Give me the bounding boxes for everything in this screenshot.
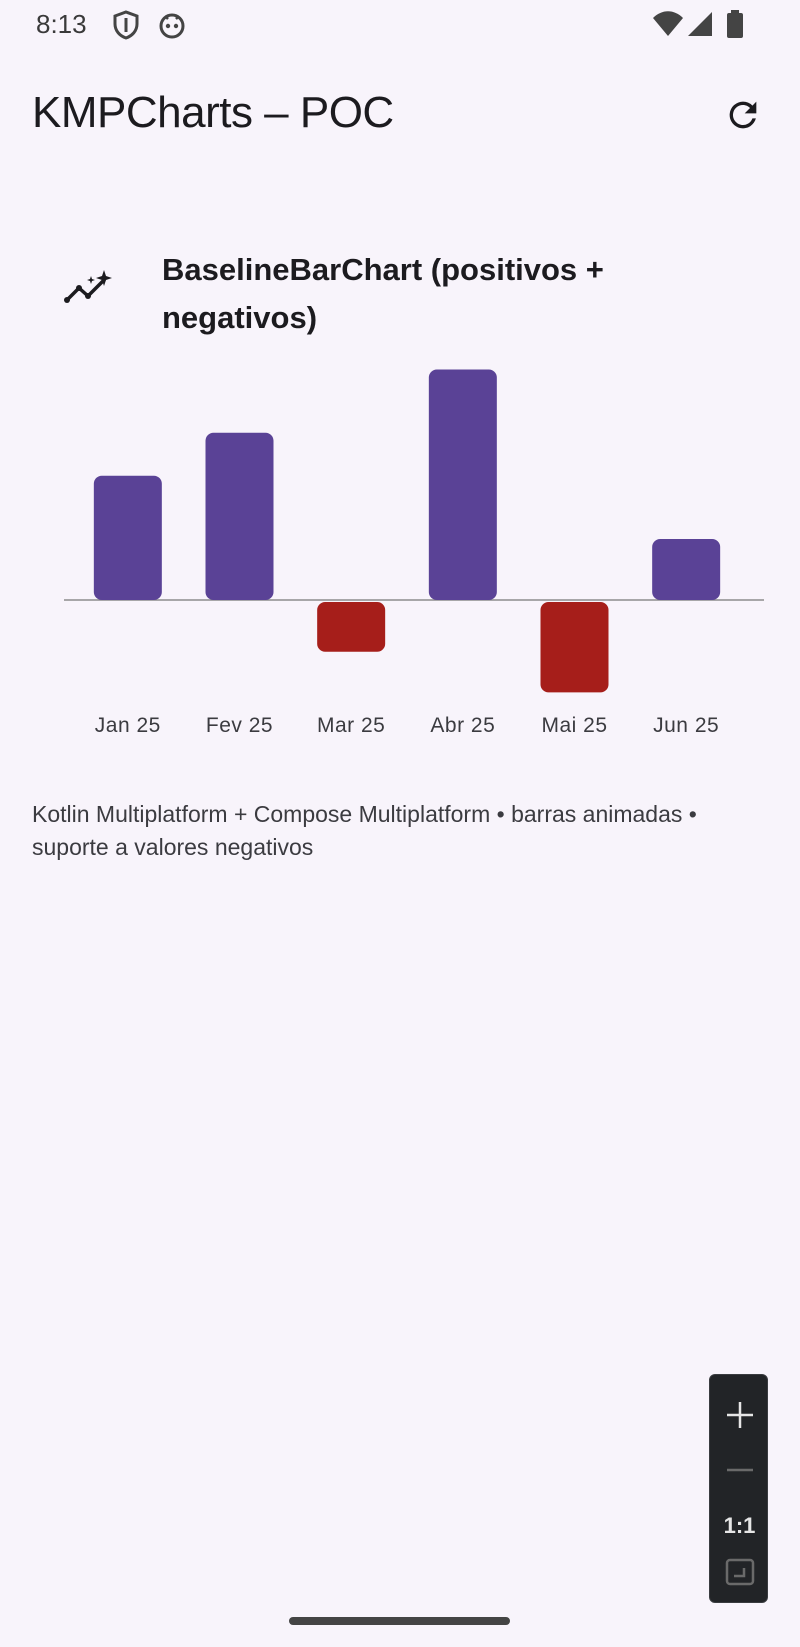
signal-icon xyxy=(686,10,714,43)
chart-bar-jun-25[interactable] xyxy=(652,538,721,600)
chart-bar-jan-25[interactable] xyxy=(93,475,162,600)
app-title: KMPCharts – POC xyxy=(32,88,394,137)
chart-title-line1: BaselineBarChart (positivos + xyxy=(162,252,604,287)
zoom-ratio-button[interactable]: 1:1 xyxy=(710,1501,769,1551)
shield-icon xyxy=(112,10,140,45)
status-bar: 8:13 xyxy=(0,0,800,50)
x-tick-label: Fev 25 xyxy=(206,714,273,737)
refresh-button[interactable] xyxy=(718,90,768,140)
top-app-bar: KMPCharts – POC xyxy=(0,70,800,160)
robot-face-icon xyxy=(157,10,187,45)
battery-icon xyxy=(726,10,744,43)
x-tick-label: Jan 25 xyxy=(95,714,161,737)
refresh-icon xyxy=(729,101,757,129)
wifi-icon xyxy=(652,10,684,43)
x-tick-label: Abr 25 xyxy=(430,714,495,737)
chart-card: BaselineBarChart (positivos + negativos)… xyxy=(32,230,768,750)
zoom-out-button[interactable] xyxy=(710,1445,769,1495)
chart-bar-mai-25[interactable] xyxy=(540,602,609,693)
chart-title: BaselineBarChart (positivos + negativos) xyxy=(162,246,682,342)
status-time: 8:13 xyxy=(36,9,87,39)
zoom-ratio-label: 1:1 xyxy=(723,1513,756,1538)
x-tick-label: Jun 25 xyxy=(653,714,719,737)
x-tick-label: Mai 25 xyxy=(541,714,607,737)
chart-bar-abr-25[interactable] xyxy=(428,369,497,600)
chart-title-line2: negativos) xyxy=(162,300,318,335)
zoom-in-button[interactable] xyxy=(710,1390,769,1440)
minus-icon xyxy=(726,1468,753,1472)
home-indicator[interactable] xyxy=(289,1617,510,1625)
baseline-bar-chart: Jan 25 Fev 25 Mar 25 Abr 25 Mai 25 Jun 25 xyxy=(64,369,764,737)
chart-bar-mar-25[interactable] xyxy=(317,602,386,652)
sparkle-line-chart-icon xyxy=(64,270,112,315)
chart-caption: Kotlin Multiplatform + Compose Multiplat… xyxy=(32,801,697,860)
x-tick-label: Mar 25 xyxy=(317,714,385,737)
fit-screen-icon xyxy=(725,1558,754,1586)
chart-bar-fev-25[interactable] xyxy=(205,432,274,600)
fit-screen-button[interactable] xyxy=(710,1547,769,1597)
zoom-controls: 1:1 xyxy=(709,1374,768,1603)
plus-icon xyxy=(726,1402,753,1428)
